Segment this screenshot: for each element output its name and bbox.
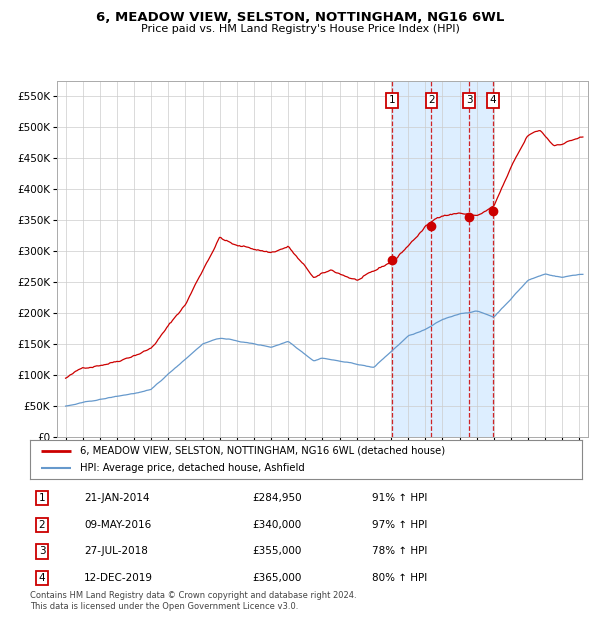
Text: £365,000: £365,000 [252, 573, 301, 583]
Text: £340,000: £340,000 [252, 520, 301, 530]
Text: Price paid vs. HM Land Registry's House Price Index (HPI): Price paid vs. HM Land Registry's House … [140, 24, 460, 33]
Text: 2: 2 [38, 520, 46, 530]
Text: 4: 4 [490, 95, 496, 105]
Bar [392, 81, 493, 437]
Text: 80% ↑ HPI: 80% ↑ HPI [372, 573, 427, 583]
Text: £284,950: £284,950 [252, 493, 302, 503]
Text: 3: 3 [466, 95, 473, 105]
Text: £355,000: £355,000 [252, 546, 301, 557]
Text: 97% ↑ HPI: 97% ↑ HPI [372, 520, 427, 530]
Text: 6, MEADOW VIEW, SELSTON, NOTTINGHAM, NG16 6WL: 6, MEADOW VIEW, SELSTON, NOTTINGHAM, NG1… [96, 11, 504, 24]
Text: 21-JAN-2014: 21-JAN-2014 [84, 493, 149, 503]
Text: This data is licensed under the Open Government Licence v3.0.: This data is licensed under the Open Gov… [30, 602, 298, 611]
Text: 3: 3 [38, 546, 46, 557]
Text: 78% ↑ HPI: 78% ↑ HPI [372, 546, 427, 557]
Text: 1: 1 [38, 493, 46, 503]
Text: 91% ↑ HPI: 91% ↑ HPI [372, 493, 427, 503]
Text: 09-MAY-2016: 09-MAY-2016 [84, 520, 151, 530]
Text: 12-DEC-2019: 12-DEC-2019 [84, 573, 153, 583]
Text: Contains HM Land Registry data © Crown copyright and database right 2024.: Contains HM Land Registry data © Crown c… [30, 591, 356, 600]
Text: 1: 1 [389, 95, 395, 105]
Text: 2: 2 [428, 95, 435, 105]
Text: 4: 4 [38, 573, 46, 583]
Text: HPI: Average price, detached house, Ashfield: HPI: Average price, detached house, Ashf… [80, 463, 304, 473]
Text: 6, MEADOW VIEW, SELSTON, NOTTINGHAM, NG16 6WL (detached house): 6, MEADOW VIEW, SELSTON, NOTTINGHAM, NG1… [80, 446, 445, 456]
Text: 27-JUL-2018: 27-JUL-2018 [84, 546, 148, 557]
